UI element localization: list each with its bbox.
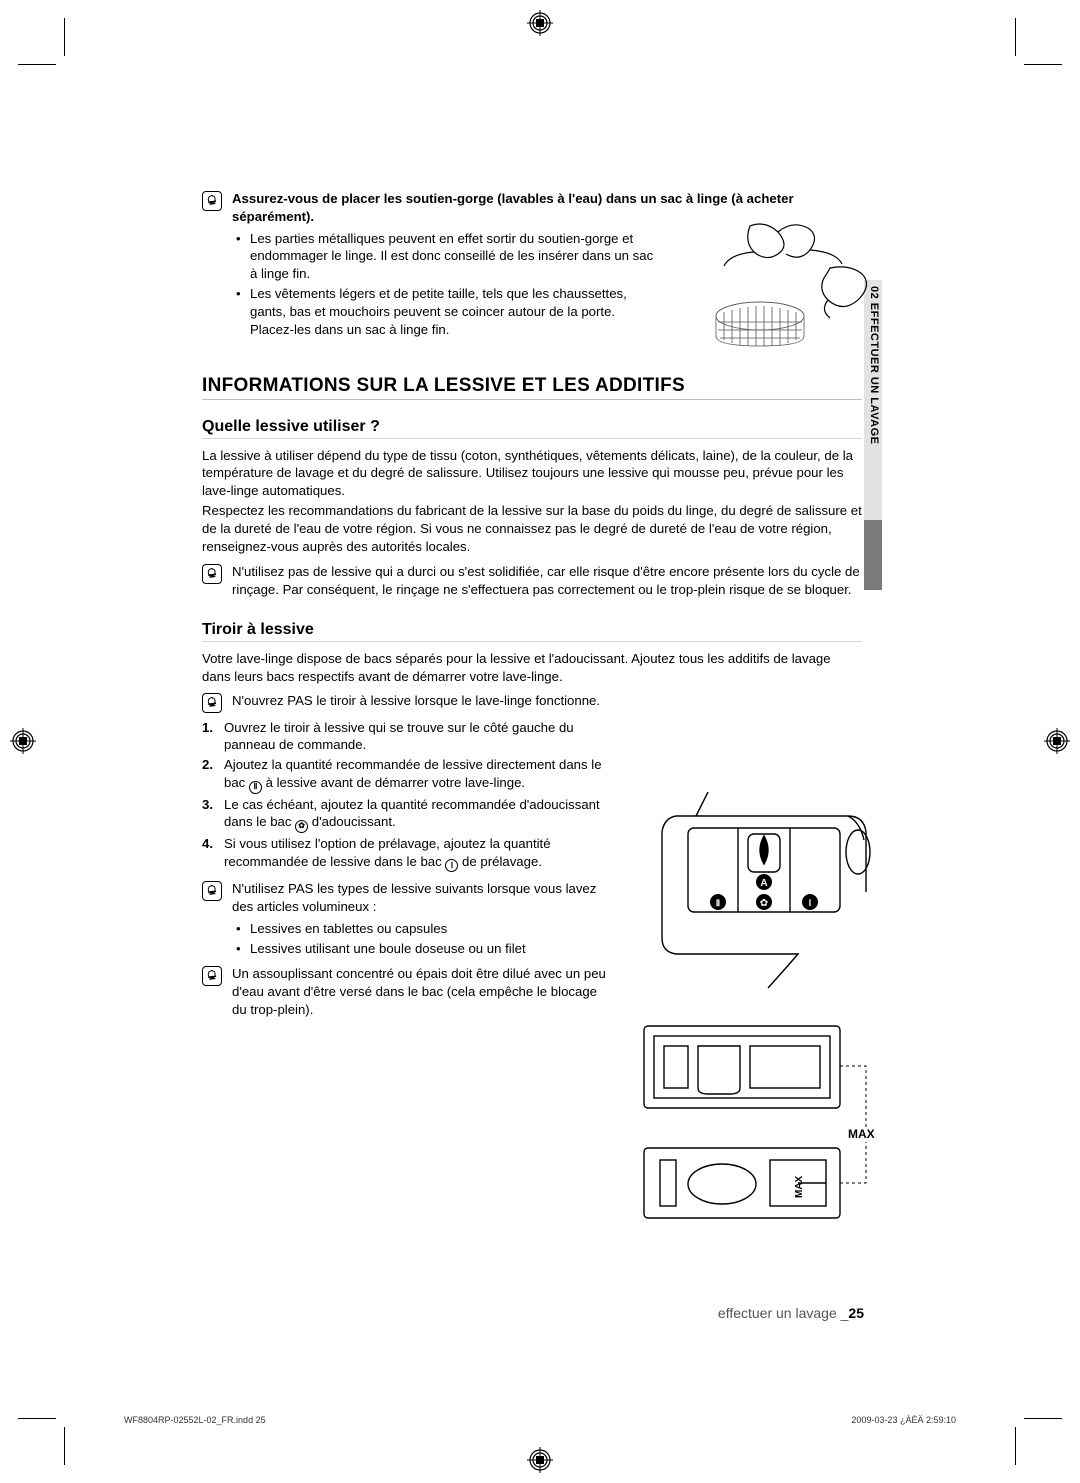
note-icon xyxy=(202,881,222,901)
subsection-heading: Quelle lessive utiliser ? xyxy=(202,418,862,439)
registration-mark-icon xyxy=(527,10,553,36)
crop-mark xyxy=(64,18,65,56)
paragraph: Respectez les recommandations du fabrica… xyxy=(202,502,862,555)
step-item: Ajoutez la quantité recommandée de lessi… xyxy=(202,756,610,793)
note-bullet: Lessives utilisant une boule doseuse ou … xyxy=(250,940,610,958)
crop-mark xyxy=(1015,18,1016,56)
step-item: Ouvrez le tiroir à lessive qui se trouve… xyxy=(202,719,610,755)
section-heading: INFORMATIONS SUR LA LESSIVE ET LES ADDIT… xyxy=(202,375,862,400)
crop-mark xyxy=(18,1418,56,1419)
max-label-vertical: MAX xyxy=(794,1175,805,1198)
crop-mark xyxy=(1024,64,1062,65)
compartment-i-icon: Ⅰ xyxy=(445,859,458,872)
compartment-ii-icon: Ⅱ xyxy=(249,781,262,794)
page: 02 EFFECTUER UN LAVAGE xyxy=(0,0,1080,1483)
paragraph: La lessive à utiliser dépend du type de … xyxy=(202,447,862,500)
note-block: Un assouplissant concentré ou épais doit… xyxy=(202,965,610,1018)
crop-mark xyxy=(18,64,56,65)
crop-mark xyxy=(1015,1427,1016,1465)
note-text: N'ouvrez PAS le tiroir à lessive lorsque… xyxy=(232,692,862,713)
imprint-date: 2009-03-23 ¿ÀÈÄ 2:59:10 xyxy=(851,1415,956,1425)
note-text: Un assouplissant concentré ou épais doit… xyxy=(232,965,610,1018)
paragraph: Votre lave-linge dispose de bacs séparés… xyxy=(202,650,862,686)
max-label: MAX xyxy=(848,1127,875,1141)
note-bullet: Les vêtements légers et de petite taille… xyxy=(250,285,662,338)
note-icon xyxy=(202,693,222,713)
registration-mark-icon xyxy=(527,1447,553,1473)
content-area: Assurez-vous de placer les soutien-gorge… xyxy=(202,190,862,1019)
softener-max-illustration: MAX MAX xyxy=(630,1020,880,1240)
step-item: Le cas échéant, ajoutez la quantité reco… xyxy=(202,796,610,833)
page-footer: effectuer un lavage _25 xyxy=(202,1305,864,1321)
tab-bg-dark xyxy=(864,520,882,590)
note-bullet: Les parties métalliques peuvent en effet… xyxy=(250,230,662,283)
note-text: N'utilisez pas de lessive qui a durci ou… xyxy=(232,563,862,599)
note-lead: Assurez-vous de placer les soutien-gorge… xyxy=(232,191,794,224)
note-icon xyxy=(202,191,222,211)
page-number: 25 xyxy=(848,1305,864,1321)
note-text: N'utilisez PAS les types de lessive suiv… xyxy=(232,881,596,914)
note-block: N'utilisez PAS les types de lessive suiv… xyxy=(202,880,610,959)
imprint-file: WF8804RP-02552L-02_FR.indd 25 xyxy=(124,1415,266,1425)
steps-list: Ouvrez le tiroir à lessive qui se trouve… xyxy=(202,719,610,873)
crop-mark xyxy=(1024,1418,1062,1419)
softener-icon: ✿ xyxy=(295,820,308,833)
subsection-heading: Tiroir à lessive xyxy=(202,621,862,642)
note-block-bra: Assurez-vous de placer les soutien-gorge… xyxy=(202,190,862,341)
note-icon xyxy=(202,564,222,584)
note-bullet: Lessives en tablettes ou capsules xyxy=(250,920,610,938)
note-icon xyxy=(202,966,222,986)
crop-mark xyxy=(64,1427,65,1465)
note-block: N'utilisez pas de lessive qui a durci ou… xyxy=(202,563,862,599)
registration-mark-icon xyxy=(10,728,36,754)
step-item: Si vous utilisez l'option de prélavage, … xyxy=(202,835,610,872)
note-block: N'ouvrez PAS le tiroir à lessive lorsque… xyxy=(202,692,862,713)
footer-text: effectuer un lavage _ xyxy=(718,1305,849,1321)
registration-mark-icon xyxy=(1044,728,1070,754)
